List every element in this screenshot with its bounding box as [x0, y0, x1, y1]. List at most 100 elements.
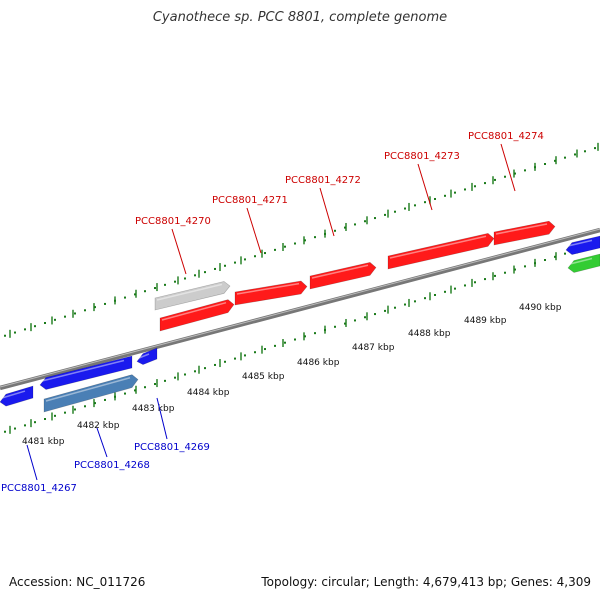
outer-dot	[4, 334, 6, 337]
gene-pcc8801-4267-shine	[1, 390, 26, 399]
outer-dot	[144, 290, 146, 293]
inner-dot	[264, 348, 266, 351]
inner-dot	[74, 408, 76, 411]
outer-dot	[554, 159, 556, 162]
inner-dot	[414, 300, 416, 303]
outer-dot	[414, 204, 416, 207]
leader-line	[26, 444, 38, 481]
gene-green-right[interactable]	[567, 253, 600, 273]
inner-dot	[464, 284, 466, 287]
inner-dot	[554, 255, 556, 258]
gene-pcc8801-4272[interactable]	[309, 262, 377, 290]
inner-dot	[544, 259, 546, 262]
gene-pcc8801-4274-body	[493, 220, 556, 246]
gene-label: PCC8801_4274	[468, 131, 544, 142]
kbp-label: 4483 kbp	[132, 404, 175, 414]
gene-label: PCC8801_4267	[1, 483, 77, 494]
gene-label: PCC8801_4268	[74, 460, 150, 471]
outer-dot	[364, 220, 366, 223]
outer-dot	[464, 188, 466, 191]
gene-pcc8801-4270-body	[159, 299, 235, 332]
inner-dot	[194, 370, 196, 373]
inner-dot	[94, 402, 96, 405]
kbp-label: 4482 kbp	[77, 421, 120, 431]
inner-dot	[104, 398, 106, 401]
outer-dot	[214, 267, 216, 270]
inner-dot	[134, 389, 136, 392]
outer-dot	[254, 255, 256, 258]
leader-line	[417, 163, 433, 211]
inner-dot	[174, 376, 176, 379]
gene-blue-a[interactable]	[39, 355, 133, 390]
leader-line	[96, 427, 108, 458]
outer-dot	[84, 309, 86, 312]
kbp-label: 4488 kbp	[408, 329, 451, 339]
gene-pcc8801-4271-shine	[236, 282, 300, 295]
outer-dot	[504, 175, 506, 178]
outer-dot	[444, 194, 446, 197]
outer-dot	[514, 172, 516, 175]
inner-dot	[404, 303, 406, 306]
kbp-label: 4481 kbp	[22, 437, 65, 447]
inner-dot	[354, 319, 356, 322]
outer-dot	[314, 236, 316, 239]
gene-pcc8801-4273[interactable]	[387, 233, 495, 270]
gene-label: PCC8801_4270	[135, 216, 211, 227]
scale-dots	[4, 147, 596, 433]
outer-dot	[564, 156, 566, 159]
inner-dot	[364, 316, 366, 319]
gene-pcc8801-4274[interactable]	[493, 220, 556, 246]
outer-dot	[334, 229, 336, 232]
inner-dot	[374, 313, 376, 316]
inner-dot	[564, 252, 566, 255]
gene-gray[interactable]	[154, 281, 231, 311]
gene-blue-right[interactable]	[565, 235, 600, 255]
outer-dot	[424, 201, 426, 204]
kbp-label: 4484 kbp	[187, 388, 230, 398]
gene-blue-b-shine	[138, 353, 150, 359]
gene-features[interactable]	[0, 220, 600, 413]
inner-dot	[394, 306, 396, 309]
inner-dot	[254, 351, 256, 354]
outer-dot	[384, 213, 386, 216]
gene-blue-right-shine	[567, 239, 593, 247]
inner-dot	[304, 335, 306, 338]
outer-dot	[404, 207, 406, 210]
inner-dot	[454, 287, 456, 290]
gene-pcc8801-4271-body	[234, 280, 308, 306]
gene-pcc8801-4271[interactable]	[234, 280, 308, 306]
outer-dot	[524, 169, 526, 172]
inner-dot	[214, 363, 216, 366]
inner-dot	[244, 354, 246, 357]
outer-dot	[494, 178, 496, 181]
kbp-label: 4489 kbp	[464, 316, 507, 326]
gene-blue-b[interactable]	[136, 347, 158, 365]
gene-label: PCC8801_4272	[285, 175, 361, 186]
gene-pcc8801-4268[interactable]	[43, 374, 139, 413]
inner-dot	[24, 424, 26, 427]
gene-green-right-shine	[569, 257, 593, 265]
outer-dot	[484, 182, 486, 185]
genome-summary-text: Topology: circular; Length: 4,679,413 bp…	[261, 575, 591, 589]
map-title: Cyanothece sp. PCC 8801, complete genome	[152, 10, 448, 25]
outer-dot	[154, 287, 156, 290]
gene-pcc8801-4270[interactable]	[159, 299, 235, 332]
inner-dot	[34, 421, 36, 424]
outer-dot	[234, 261, 236, 264]
outer-dot	[244, 258, 246, 261]
accession-text: Accession: NC_011726	[9, 575, 146, 589]
outer-dot	[104, 302, 106, 305]
outer-dot	[574, 153, 576, 156]
kbp-label: 4487 kbp	[352, 343, 395, 353]
gene-blue-b-body	[136, 347, 158, 365]
outer-dot	[544, 163, 546, 166]
outer-dot	[204, 271, 206, 274]
inner-dot	[124, 392, 126, 395]
outer-dot	[434, 197, 436, 200]
gene-pcc8801-4267[interactable]	[0, 385, 34, 407]
outer-dot	[124, 296, 126, 299]
inner-dot	[504, 271, 506, 274]
outer-dot	[394, 210, 396, 213]
